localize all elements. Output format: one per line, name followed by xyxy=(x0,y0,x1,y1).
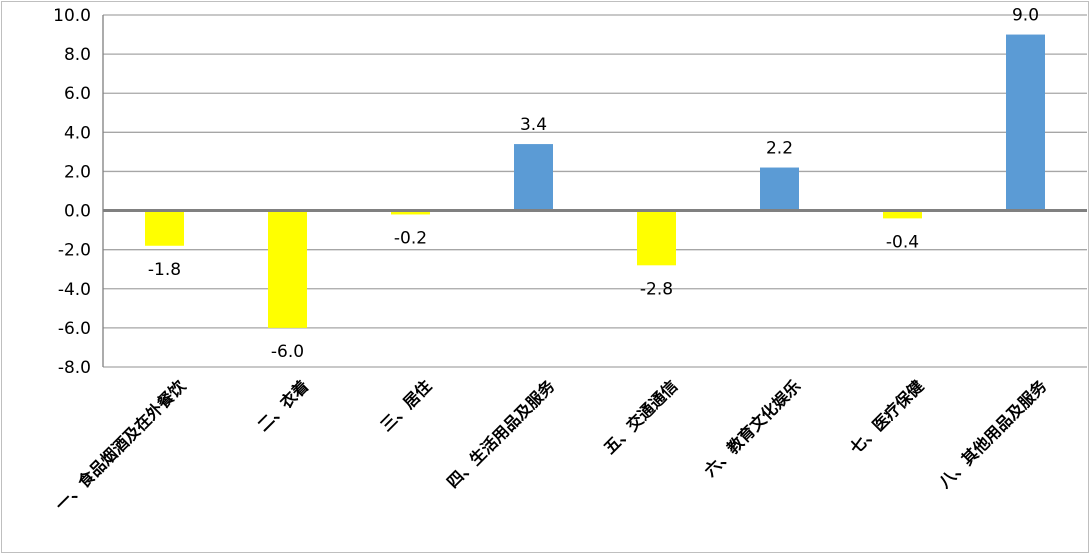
category-label: 二、衣着 xyxy=(254,376,313,435)
y-tick-label: -4.0 xyxy=(58,280,91,300)
category-label: 七、医疗保健 xyxy=(846,376,927,457)
data-label: -1.8 xyxy=(148,260,181,280)
y-tick-label: 0.0 xyxy=(64,202,91,222)
gridlines xyxy=(103,15,1087,367)
y-tick-label: 2.0 xyxy=(64,162,91,182)
data-label: -0.4 xyxy=(886,232,919,252)
y-tick-label: -6.0 xyxy=(58,319,91,339)
category-label: 三、居住 xyxy=(377,376,436,435)
bar xyxy=(514,144,553,210)
data-label: 3.4 xyxy=(520,115,547,135)
category-labels: 一、食品烟酒及在外餐饮 二、衣着 三、居住 四、生活用品及服务 五、交通通信 六、教育文化… xyxy=(51,376,1051,515)
y-tick-label: -8.0 xyxy=(58,358,91,378)
data-label: -0.2 xyxy=(394,228,427,248)
category-label: 六、教育文化娱乐 xyxy=(700,376,804,480)
bar xyxy=(145,211,184,246)
y-tick-label: -2.0 xyxy=(58,241,91,261)
bar xyxy=(268,211,307,328)
category-label: 四、生活用品及服务 xyxy=(443,376,559,492)
category-label: 一、食品烟酒及在外餐饮 xyxy=(51,376,190,515)
y-tick-label: 8.0 xyxy=(64,45,91,65)
category-label: 五、交通通信 xyxy=(600,376,681,457)
data-label: 2.2 xyxy=(766,139,793,159)
data-label: -2.8 xyxy=(640,279,673,299)
y-tick-labels: 10.0 8.0 6.0 4.0 2.0 0.0 -2.0 -4.0 -6.0 -8.0 xyxy=(53,6,91,378)
axes xyxy=(103,15,1087,367)
bar xyxy=(637,211,676,266)
y-tick-label: 6.0 xyxy=(64,84,91,104)
y-tick-label: 4.0 xyxy=(64,123,91,143)
data-label: 9.0 xyxy=(1012,6,1039,26)
bar xyxy=(760,168,799,211)
data-label: -6.0 xyxy=(271,342,304,362)
y-tick-label: 10.0 xyxy=(53,6,91,26)
bar xyxy=(1006,35,1045,211)
category-label: 八、其他用品及服务 xyxy=(934,376,1051,493)
bars xyxy=(145,35,1045,328)
